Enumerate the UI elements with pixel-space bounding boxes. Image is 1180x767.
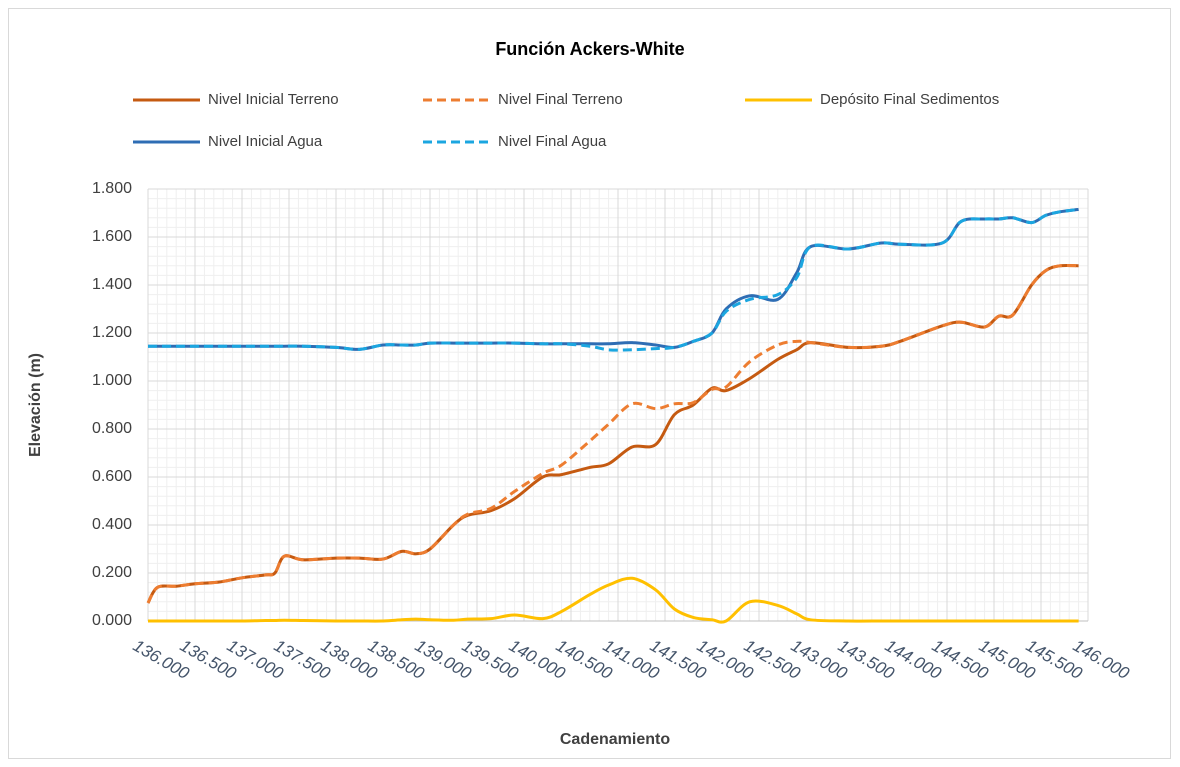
x-axis-label: Cadenamiento bbox=[560, 731, 670, 748]
legend-label: Nivel Final Agua bbox=[498, 133, 607, 150]
y-tick-label: 0.600 bbox=[92, 468, 132, 485]
y-tick-label: 1.000 bbox=[92, 372, 132, 389]
legend-label: Nivel Inicial Terreno bbox=[208, 91, 339, 108]
y-tick-label: 0.000 bbox=[92, 612, 132, 629]
y-axis-label: Elevación (m) bbox=[27, 353, 44, 457]
y-tick-label: 1.800 bbox=[92, 180, 132, 197]
y-tick-label: 0.800 bbox=[92, 420, 132, 437]
y-tick-label: 1.600 bbox=[92, 228, 132, 245]
y-tick-label: 1.400 bbox=[92, 276, 132, 293]
series-line bbox=[146, 263, 1079, 604]
legend-label: Nivel Final Terreno bbox=[498, 91, 623, 108]
legend-label: Depósito Final Sedimentos bbox=[820, 91, 999, 108]
y-tick-label: 0.200 bbox=[92, 564, 132, 581]
y-tick-label: 0.400 bbox=[92, 516, 132, 533]
chart-title: Función Ackers-White bbox=[495, 39, 684, 59]
legend-label: Nivel Inicial Agua bbox=[208, 133, 323, 150]
series-line bbox=[148, 576, 1079, 624]
y-tick-label: 1.200 bbox=[92, 324, 132, 341]
series-line bbox=[147, 207, 1079, 352]
